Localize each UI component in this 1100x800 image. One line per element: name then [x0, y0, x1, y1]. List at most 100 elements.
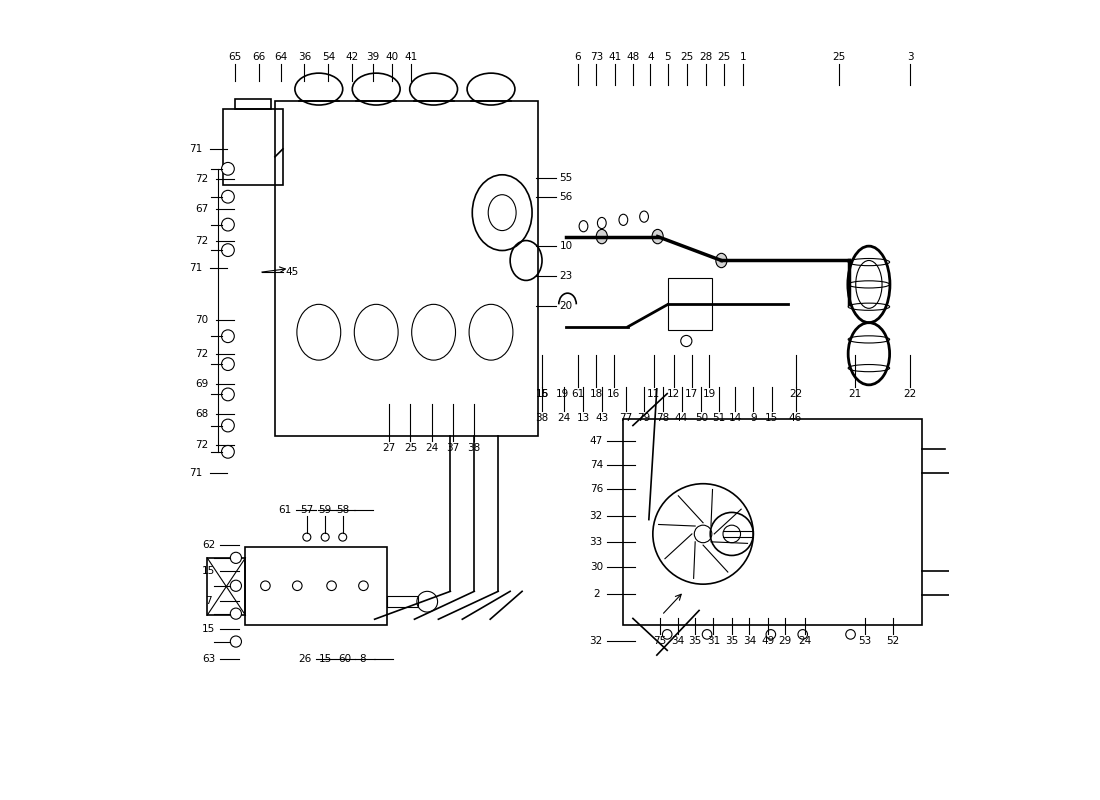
Text: 77: 77 — [619, 413, 632, 422]
Text: 61: 61 — [571, 389, 584, 398]
Text: 73: 73 — [590, 52, 603, 62]
Bar — [624, 419, 922, 625]
Ellipse shape — [716, 254, 727, 268]
Circle shape — [230, 608, 242, 619]
Circle shape — [230, 580, 242, 591]
Text: 47: 47 — [590, 437, 603, 446]
Text: 32: 32 — [590, 510, 603, 521]
Text: 27: 27 — [383, 443, 396, 453]
Text: 54: 54 — [321, 52, 336, 62]
Text: 15: 15 — [536, 389, 549, 398]
Circle shape — [798, 630, 807, 639]
Text: 45: 45 — [286, 267, 299, 278]
Text: 9: 9 — [750, 413, 757, 422]
Circle shape — [221, 244, 234, 257]
Text: 34: 34 — [742, 636, 756, 646]
Bar — [275, 101, 538, 436]
Text: 37: 37 — [447, 443, 460, 453]
Text: 4: 4 — [647, 52, 653, 62]
Text: 38: 38 — [468, 443, 481, 453]
Text: 67: 67 — [195, 204, 208, 214]
Text: 63: 63 — [202, 654, 216, 664]
Text: 62: 62 — [202, 540, 216, 550]
Text: 23: 23 — [559, 271, 573, 282]
Circle shape — [221, 388, 234, 401]
Text: 14: 14 — [728, 413, 741, 422]
Circle shape — [766, 630, 775, 639]
Text: 19: 19 — [556, 389, 569, 398]
Text: 64: 64 — [274, 52, 287, 62]
Ellipse shape — [596, 230, 607, 244]
Circle shape — [230, 636, 242, 647]
Bar — [245, 546, 387, 625]
Circle shape — [221, 419, 234, 432]
Text: 50: 50 — [695, 413, 708, 422]
Text: 49: 49 — [761, 636, 774, 646]
Text: 25: 25 — [717, 52, 730, 62]
Text: 68: 68 — [195, 410, 208, 419]
Text: 15: 15 — [202, 624, 216, 634]
Circle shape — [221, 218, 234, 231]
Circle shape — [221, 358, 234, 370]
Text: 12: 12 — [667, 389, 680, 398]
Bar — [235, 99, 271, 109]
Text: 22: 22 — [904, 389, 917, 398]
Text: 29: 29 — [779, 636, 792, 646]
Text: 22: 22 — [789, 389, 802, 398]
Text: 28: 28 — [700, 52, 713, 62]
Text: 66: 66 — [252, 52, 265, 62]
Text: 69: 69 — [195, 379, 208, 389]
Text: 24: 24 — [426, 443, 439, 453]
Text: 15: 15 — [764, 413, 779, 422]
Circle shape — [221, 330, 234, 342]
Bar — [207, 558, 245, 615]
Circle shape — [221, 162, 234, 175]
Text: 15: 15 — [319, 654, 332, 664]
Ellipse shape — [579, 221, 587, 232]
Text: 26: 26 — [298, 654, 311, 664]
Circle shape — [702, 630, 712, 639]
Text: 55: 55 — [559, 174, 573, 183]
Text: 18: 18 — [590, 389, 603, 398]
Text: 8: 8 — [360, 654, 366, 664]
Text: 38: 38 — [536, 413, 549, 422]
Text: 31: 31 — [707, 636, 721, 646]
Text: 13: 13 — [576, 413, 590, 422]
Text: 71: 71 — [188, 263, 202, 274]
Bar — [387, 596, 418, 607]
Text: 36: 36 — [298, 52, 311, 62]
Text: 56: 56 — [559, 192, 573, 202]
Text: 57: 57 — [300, 505, 313, 515]
Ellipse shape — [652, 230, 663, 244]
Text: 16: 16 — [607, 389, 620, 398]
Text: 1: 1 — [739, 52, 746, 62]
Text: 30: 30 — [590, 562, 603, 573]
Circle shape — [230, 552, 242, 563]
Text: 71: 71 — [188, 144, 202, 154]
Text: 24: 24 — [558, 413, 571, 422]
Text: 71: 71 — [188, 468, 202, 478]
Text: 70: 70 — [195, 315, 208, 326]
Text: 15: 15 — [202, 566, 216, 577]
Text: 41: 41 — [608, 52, 622, 62]
Text: 43: 43 — [595, 413, 608, 422]
Text: 21: 21 — [848, 389, 861, 398]
Text: 11: 11 — [647, 389, 660, 398]
Text: 32: 32 — [590, 636, 603, 646]
Text: 46: 46 — [789, 413, 802, 422]
Text: 25: 25 — [681, 52, 694, 62]
Circle shape — [221, 446, 234, 458]
Text: 17: 17 — [685, 389, 698, 398]
Text: 35: 35 — [725, 636, 738, 646]
Bar — [668, 278, 712, 330]
Text: 52: 52 — [887, 636, 900, 646]
Circle shape — [846, 630, 856, 639]
Text: 19: 19 — [703, 389, 716, 398]
Text: 72: 72 — [195, 440, 208, 450]
Ellipse shape — [619, 214, 628, 226]
Text: 16: 16 — [536, 389, 549, 398]
Text: 34: 34 — [671, 636, 684, 646]
Text: 58: 58 — [337, 505, 350, 515]
Text: 3: 3 — [908, 52, 914, 62]
Text: 61: 61 — [278, 505, 292, 515]
